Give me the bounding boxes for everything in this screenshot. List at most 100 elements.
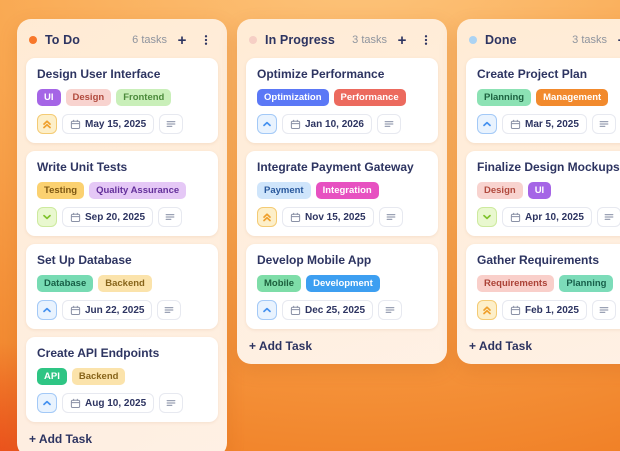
task-card[interactable]: Create Project Plan Planning Management xyxy=(466,58,620,143)
tag: Optimization xyxy=(257,89,329,106)
priority-chip[interactable] xyxy=(37,300,57,320)
tag-list: Testing Quality Assurance xyxy=(37,182,207,199)
description-chip[interactable] xyxy=(596,207,620,227)
description-chip[interactable] xyxy=(157,300,182,320)
priority-chip[interactable] xyxy=(37,207,57,227)
plus-icon: + xyxy=(177,31,187,49)
tag: Quality Assurance xyxy=(89,182,187,199)
add-task-button[interactable]: + Add Task xyxy=(249,339,313,353)
task-card[interactable]: Finalize Design Mockups Design UI xyxy=(466,151,620,236)
calendar-icon xyxy=(70,119,81,130)
tag: Integration xyxy=(315,182,379,199)
tag: UI xyxy=(37,89,61,106)
priority-chip[interactable] xyxy=(477,114,497,134)
add-task-button[interactable]: + Add Task xyxy=(469,339,533,353)
priority-chip[interactable] xyxy=(257,300,277,320)
add-card-button[interactable]: + xyxy=(613,31,620,49)
tag: Mobile xyxy=(257,275,302,292)
calendar-icon xyxy=(70,212,81,223)
tag-list: API Backend xyxy=(37,368,207,385)
due-date-chip[interactable]: Mar 5, 2025 xyxy=(502,114,587,134)
chevron-up-icon xyxy=(43,400,51,406)
tag: Design xyxy=(65,89,112,106)
due-date-text: Apr 10, 2025 xyxy=(525,211,584,223)
card-footer: Jun 22, 2025 xyxy=(37,300,207,320)
column-title: In Progress xyxy=(265,33,335,47)
priority-chip[interactable] xyxy=(477,207,497,227)
task-card[interactable]: Integrate Payment Gateway Payment Integr… xyxy=(246,151,438,236)
column-title: To Do xyxy=(45,33,80,47)
due-date-chip[interactable]: Feb 1, 2025 xyxy=(502,300,587,320)
tag: Backend xyxy=(71,368,126,385)
chevron-down-icon xyxy=(483,214,491,220)
due-date-chip[interactable]: Aug 10, 2025 xyxy=(62,393,155,413)
priority-chip[interactable] xyxy=(37,393,57,413)
priority-chip[interactable] xyxy=(257,207,277,227)
column-status-dot xyxy=(29,36,37,44)
calendar-icon xyxy=(510,305,521,316)
double-chevron-up-icon xyxy=(263,213,271,222)
description-chip[interactable] xyxy=(159,114,184,134)
column-task-count: 3 tasks xyxy=(352,34,387,46)
description-chip[interactable] xyxy=(378,300,403,320)
due-date-chip[interactable]: May 15, 2025 xyxy=(62,114,155,134)
chevron-down-icon xyxy=(43,214,51,220)
description-chip[interactable] xyxy=(159,393,184,413)
card-footer: Mar 5, 2025 xyxy=(477,114,620,134)
column-task-count: 6 tasks xyxy=(132,34,167,46)
priority-chip[interactable] xyxy=(37,114,57,134)
description-chip[interactable] xyxy=(591,114,616,134)
due-date-chip[interactable]: Dec 25, 2025 xyxy=(282,300,374,320)
due-date-chip[interactable]: Nov 15, 2025 xyxy=(282,207,374,227)
task-card[interactable]: Develop Mobile App Mobile Development xyxy=(246,244,438,329)
due-date-text: Feb 1, 2025 xyxy=(525,304,579,316)
column-header: In Progress 3 tasks + xyxy=(246,28,438,58)
task-card[interactable]: Gather Requirements Requirements Plannin… xyxy=(466,244,620,329)
description-chip[interactable] xyxy=(591,300,616,320)
double-chevron-up-icon xyxy=(483,306,491,315)
task-title: Set Up Database xyxy=(37,253,132,267)
tag-list: Mobile Development xyxy=(257,275,427,292)
notes-lines-icon xyxy=(604,214,614,220)
double-chevron-up-icon xyxy=(43,120,51,129)
tag: Frontend xyxy=(116,89,172,106)
due-date-chip[interactable]: Jun 22, 2025 xyxy=(62,300,153,320)
tag: Development xyxy=(306,275,380,292)
column-header: To Do 6 tasks + xyxy=(26,28,218,58)
calendar-icon xyxy=(70,398,81,409)
due-date-text: Aug 10, 2025 xyxy=(85,397,147,409)
add-task-button[interactable]: + Add Task xyxy=(29,432,93,446)
chevron-up-icon xyxy=(263,307,271,313)
add-card-button[interactable]: + xyxy=(173,31,191,49)
tag: Design xyxy=(477,182,523,199)
column-menu-button[interactable] xyxy=(197,31,215,49)
task-card[interactable]: Create API Endpoints API Backend xyxy=(26,337,218,422)
description-chip[interactable] xyxy=(378,207,403,227)
task-card[interactable]: Optimize Performance Optimization Perfor… xyxy=(246,58,438,143)
due-date-chip[interactable]: Jan 10, 2026 xyxy=(282,114,372,134)
tag: Payment xyxy=(257,182,311,199)
add-card-button[interactable]: + xyxy=(393,31,411,49)
tag: Testing xyxy=(37,182,85,199)
column-header: Done 3 tasks + xyxy=(466,28,620,58)
plus-icon: + xyxy=(618,33,620,48)
priority-chip[interactable] xyxy=(477,300,497,320)
due-date-chip[interactable]: Sep 20, 2025 xyxy=(62,207,154,227)
task-title: Design User Interface xyxy=(37,67,161,81)
task-card[interactable]: Design User Interface UI Design Frontend xyxy=(26,58,218,143)
task-title: Gather Requirements xyxy=(477,253,600,267)
description-chip[interactable] xyxy=(158,207,183,227)
description-chip[interactable] xyxy=(376,114,401,134)
priority-chip[interactable] xyxy=(257,114,277,134)
tag: UI xyxy=(527,182,552,199)
due-date-chip[interactable]: Apr 10, 2025 xyxy=(502,207,592,227)
task-card[interactable]: Write Unit Tests Testing Quality Assuran… xyxy=(26,151,218,236)
tag: Backend xyxy=(98,275,152,292)
card-footer: Dec 25, 2025 xyxy=(257,300,427,320)
task-card[interactable]: Set Up Database Database Backend xyxy=(26,244,218,329)
column-status-dot xyxy=(469,36,477,44)
tag-list: Optimization Performance xyxy=(257,89,427,106)
notes-lines-icon xyxy=(166,400,176,406)
column-menu-button[interactable] xyxy=(417,31,435,49)
column-status-dot xyxy=(249,36,257,44)
